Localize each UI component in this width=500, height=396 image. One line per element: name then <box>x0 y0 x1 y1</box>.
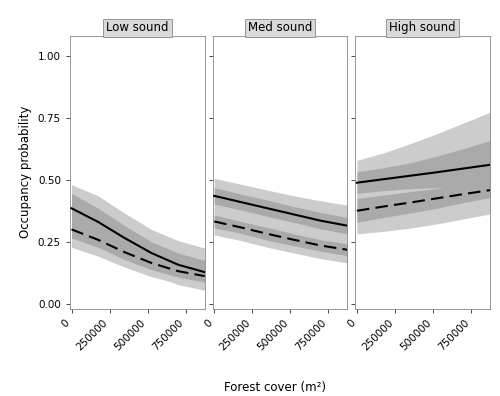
Title: Med sound: Med sound <box>248 21 312 34</box>
Y-axis label: Occupancy probability: Occupancy probability <box>20 106 32 238</box>
Title: High sound: High sound <box>390 21 456 34</box>
Text: Forest cover (m²): Forest cover (m²) <box>224 381 326 394</box>
Title: Low sound: Low sound <box>106 21 168 34</box>
